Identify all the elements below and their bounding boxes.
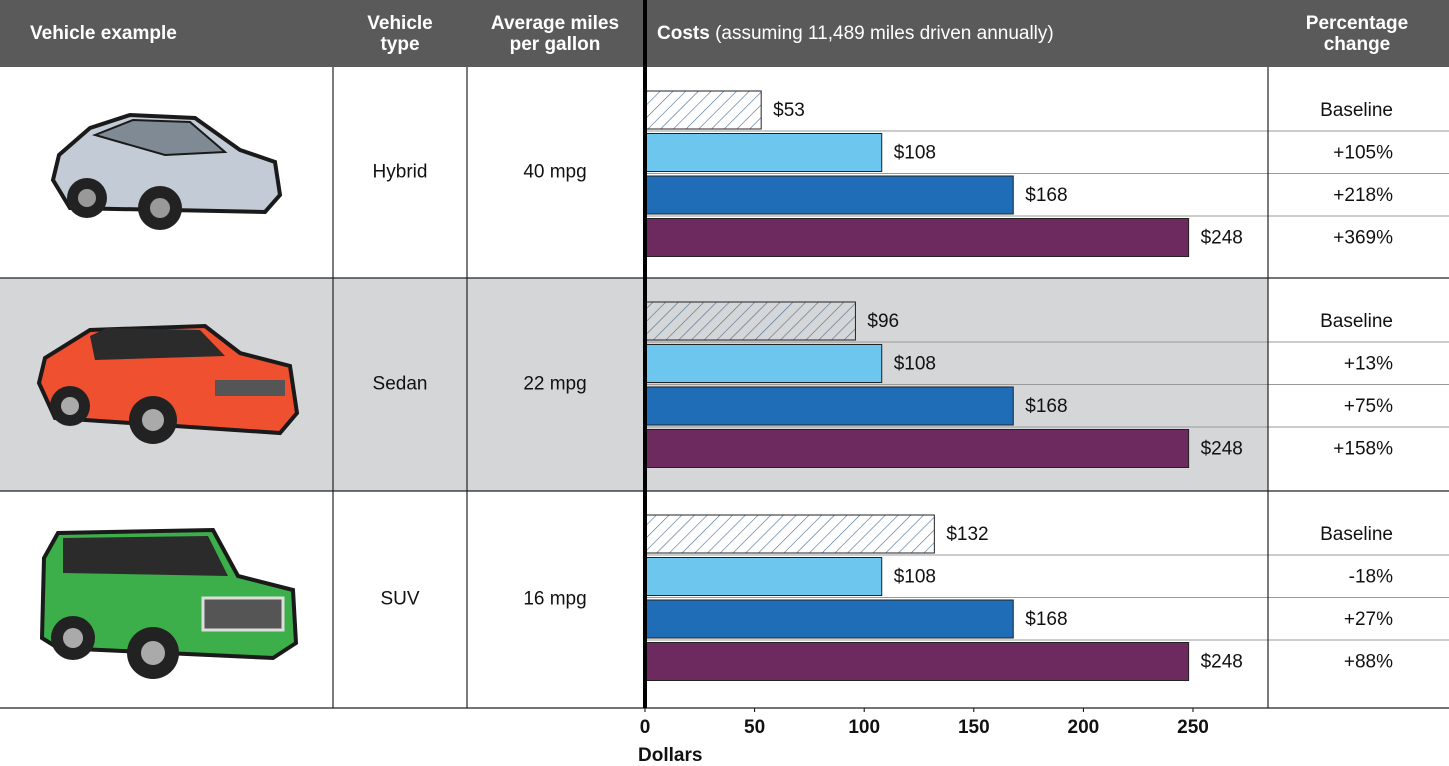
bar	[644, 133, 883, 172]
bar	[644, 514, 935, 554]
value-label: $168	[1025, 609, 1067, 630]
bar	[644, 175, 1014, 215]
bar	[644, 90, 762, 130]
percent-change: +218%	[1333, 185, 1393, 206]
value-label: $248	[1201, 652, 1243, 673]
value-label: $168	[1025, 396, 1067, 417]
percent-change: +88%	[1344, 652, 1393, 673]
header-costs-title: Costs	[657, 23, 710, 44]
header-vehicle-type: Vehicle type	[367, 12, 433, 55]
bar	[644, 557, 883, 596]
bar	[644, 218, 1190, 257]
percent-change: -18%	[1349, 567, 1393, 588]
header-mpg: Average miles per gallon	[490, 12, 620, 55]
percent-change: +105%	[1333, 143, 1393, 164]
car-hybrid	[50, 112, 283, 230]
x-tick-label: 200	[1068, 717, 1100, 738]
bar	[644, 599, 1014, 639]
header-costs: Costs (assuming 11,489 miles driven annu…	[657, 0, 1257, 67]
car-sedan	[36, 323, 300, 444]
vehicle-type: Hybrid	[373, 162, 428, 183]
x-axis-label: Dollars	[638, 745, 702, 766]
x-tick-label: 50	[744, 717, 765, 738]
bar	[644, 642, 1190, 681]
header-change: Percentage change	[1305, 12, 1409, 55]
value-label: $108	[894, 143, 936, 164]
percent-change: +158%	[1333, 439, 1393, 460]
percent-change: +369%	[1333, 228, 1393, 249]
bar	[644, 429, 1190, 468]
percent-change: Baseline	[1320, 100, 1393, 121]
percent-change: +13%	[1344, 354, 1393, 375]
percent-change: Baseline	[1320, 311, 1393, 332]
mpg: 22 mpg	[523, 374, 586, 395]
header-vehicle-example: Vehicle example	[30, 23, 177, 44]
bar	[644, 386, 1014, 426]
percent-change: +27%	[1344, 609, 1393, 630]
value-label: $248	[1201, 439, 1243, 460]
mpg: 40 mpg	[523, 162, 586, 183]
x-tick-label: 0	[640, 717, 651, 738]
value-label: $96	[867, 311, 899, 332]
x-tick-label: 250	[1177, 717, 1209, 738]
car-suv	[39, 527, 299, 679]
value-label: $132	[946, 524, 988, 545]
value-label: $108	[894, 567, 936, 588]
header-costs-note: (assuming 11,489 miles driven annually)	[715, 23, 1054, 44]
table-borders	[0, 67, 1449, 709]
bar	[644, 344, 883, 383]
mpg: 16 mpg	[523, 589, 586, 610]
vehicle-type: Sedan	[373, 374, 428, 395]
value-label: $108	[894, 354, 936, 375]
x-tick-label: 150	[958, 717, 990, 738]
value-label: $168	[1025, 185, 1067, 206]
percent-change: Baseline	[1320, 524, 1393, 545]
value-label: $248	[1201, 228, 1243, 249]
value-label: $53	[773, 100, 805, 121]
vehicle-type: SUV	[380, 589, 419, 610]
percent-change: +75%	[1344, 396, 1393, 417]
header-bar	[0, 0, 1449, 67]
bar	[644, 301, 856, 341]
x-tick-label: 100	[848, 717, 880, 738]
car-icons	[36, 112, 300, 679]
